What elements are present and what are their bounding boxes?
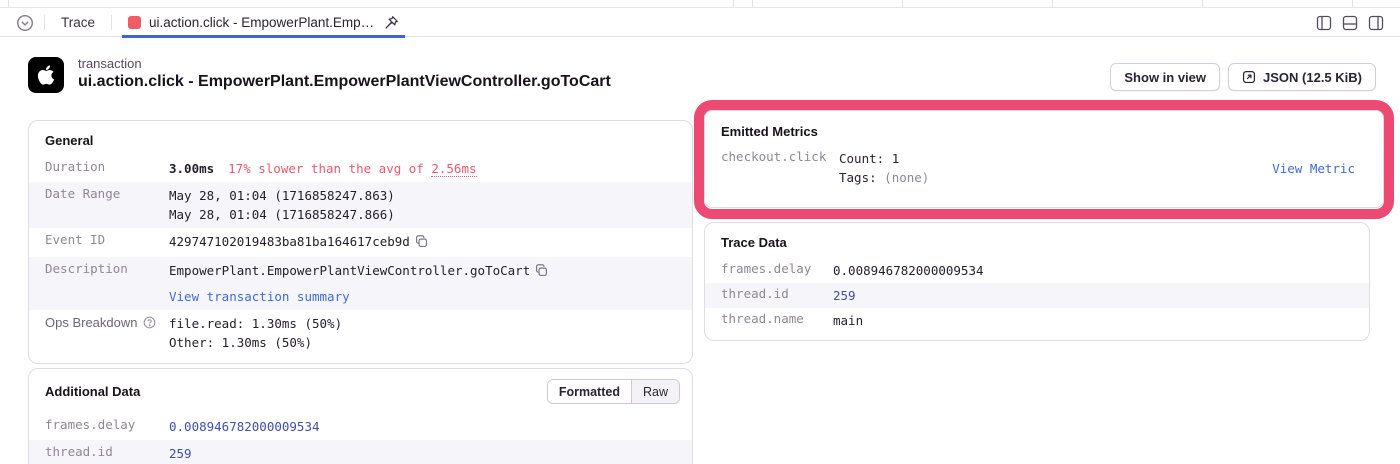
thread-id-row: thread.id 259 xyxy=(705,283,1369,308)
json-download-button[interactable]: JSON (12.5 KiB) xyxy=(1228,63,1376,91)
pin-icon[interactable] xyxy=(384,15,399,30)
metric-name: checkout.click xyxy=(721,149,827,164)
tab-transaction[interactable]: ui.action.click - EmpowerPlant.Emp… xyxy=(122,10,406,38)
dock-bottom-button[interactable] xyxy=(1342,15,1358,31)
date-range-end: May 28, 01:04 (1716858247.866) xyxy=(169,207,395,222)
ops-breakdown-row: Ops Breakdown file.read: 1.30ms (50%) Ot… xyxy=(29,310,692,356)
thread-id-row: thread.id 259 xyxy=(29,440,692,464)
formatted-toggle-button[interactable]: Formatted xyxy=(547,380,632,403)
divider xyxy=(44,15,45,30)
thread-name-row: thread.name main xyxy=(705,308,1369,333)
trace-data-title: Trace Data xyxy=(721,235,787,250)
transaction-color-swatch xyxy=(128,15,142,29)
page-title: ui.action.click - EmpowerPlant.EmpowerPl… xyxy=(78,73,611,90)
dock-right-button[interactable] xyxy=(1368,15,1384,31)
column-divider xyxy=(902,0,903,8)
json-button-label: JSON (12.5 KiB) xyxy=(1263,69,1362,85)
drawer-tab-bar: Trace ui.action.click - EmpowerPlant.Emp… xyxy=(0,9,1400,38)
description-value: EmpowerPlant.EmpowerPlantViewController.… xyxy=(169,261,676,306)
tab-trace[interactable]: Trace xyxy=(55,9,101,37)
metric-row: checkout.click Count: 1 Tags: (none) Vie… xyxy=(721,149,1367,187)
panel-left-icon xyxy=(1316,15,1332,30)
collapse-drawer-button[interactable] xyxy=(16,14,34,32)
frames-delay-row: frames.delay 0.008946782000009534 xyxy=(705,258,1369,283)
column-divider xyxy=(1352,0,1353,8)
tab-transaction-label: ui.action.click - EmpowerPlant.Emp… xyxy=(149,14,375,30)
emitted-metrics-title: Emitted Metrics xyxy=(721,124,818,139)
view-metric-link[interactable]: View Metric xyxy=(1272,160,1355,176)
additional-data-panel: Additional Data Formatted Raw frames.del… xyxy=(28,368,693,464)
transaction-header: transaction ui.action.click - EmpowerPla… xyxy=(0,48,1400,106)
duration-value: 3.00ms 17% slower than the avg of 2.56ms xyxy=(169,159,676,178)
duration-ms: 3.00ms xyxy=(169,161,215,176)
external-link-icon xyxy=(1242,70,1256,84)
event-id-value: 429747102019483ba81ba164617ceb9d xyxy=(169,232,676,253)
frames-delay-value: 0.008946782000009534 xyxy=(169,419,320,434)
ops-breakdown-value: file.read: 1.30ms (50%) Other: 1.30ms (5… xyxy=(169,314,676,352)
help-icon[interactable] xyxy=(143,316,156,329)
general-panel: General Duration 3.00ms 17% slower than t… xyxy=(28,120,693,364)
event-id-row: Event ID 429747102019483ba81ba164617ceb9… xyxy=(29,228,692,257)
date-range-key: Date Range xyxy=(45,186,121,201)
emitted-metrics-panel: Emitted Metrics checkout.click Count: 1 … xyxy=(704,110,1384,208)
column-divider xyxy=(1052,0,1053,8)
frames-delay-key: frames.delay xyxy=(721,261,812,276)
date-range-value: May 28, 01:04 (1716858247.863) May 28, 0… xyxy=(169,186,676,224)
chevron-down-circle-icon xyxy=(16,14,34,31)
column-divider xyxy=(733,0,734,8)
tags-value: (none) xyxy=(884,170,930,185)
avg-duration-value[interactable]: 2.56ms xyxy=(431,161,477,177)
frames-delay-row: frames.delay 0.008946782000009534 xyxy=(29,413,692,440)
ops-other: Other: 1.30ms (50%) xyxy=(169,335,312,350)
ops-breakdown-key: Ops Breakdown xyxy=(45,314,169,352)
view-transaction-summary-link[interactable]: View transaction summary xyxy=(169,289,350,304)
raw-toggle-button[interactable]: Raw xyxy=(631,380,679,403)
format-toggle: Formatted Raw xyxy=(546,379,680,404)
copy-icon[interactable] xyxy=(415,234,428,253)
frames-delay-key: frames.delay xyxy=(45,417,136,432)
metric-details: Count: 1 Tags: (none) xyxy=(839,149,929,187)
description-key: Description xyxy=(45,261,128,276)
ops-file-read: file.read: 1.30ms (50%) xyxy=(169,316,343,331)
duration-comparison: 17% slower than the avg of 2.56ms xyxy=(228,161,477,177)
duration-key: Duration xyxy=(45,159,106,174)
tab-trace-label: Trace xyxy=(61,15,96,30)
count-label: Count: xyxy=(839,151,885,166)
thread-name-value: main xyxy=(833,313,864,328)
thread-id-key: thread.id xyxy=(45,444,113,459)
apple-icon xyxy=(28,57,64,93)
date-range-start: May 28, 01:04 (1716858247.863) xyxy=(169,188,395,203)
show-in-view-label: Show in view xyxy=(1124,69,1207,85)
general-panel-title: General xyxy=(45,133,94,148)
thread-name-key: thread.name xyxy=(721,311,804,326)
divider xyxy=(111,15,113,30)
thread-id-value: 259 xyxy=(169,446,192,461)
column-divider xyxy=(752,0,753,8)
event-type-label: transaction xyxy=(78,56,142,71)
copy-icon[interactable] xyxy=(535,263,548,282)
duration-row: Duration 3.00ms 17% slower than the avg o… xyxy=(29,155,692,182)
date-range-row: Date Range May 28, 01:04 (1716858247.863… xyxy=(29,182,692,228)
description-row: Description EmpowerPlant.EmpowerPlantVie… xyxy=(29,257,692,310)
trace-data-panel: Trace Data frames.delay 0.00894678200000… xyxy=(704,222,1370,341)
event-id-key: Event ID xyxy=(45,232,106,247)
thread-id-value: 259 xyxy=(833,288,856,303)
dock-left-button[interactable] xyxy=(1316,15,1332,31)
thread-id-key: thread.id xyxy=(721,286,789,301)
panel-bottom-icon xyxy=(1342,15,1358,30)
drawer-layout-controls xyxy=(1316,15,1384,31)
frames-delay-value: 0.008946782000009534 xyxy=(833,263,984,278)
panel-right-icon xyxy=(1368,15,1384,30)
count-value: 1 xyxy=(891,151,900,166)
tags-label: Tags: xyxy=(839,170,877,185)
trace-columns-strip xyxy=(0,0,1400,8)
additional-data-title: Additional Data xyxy=(45,384,141,399)
show-in-view-button[interactable]: Show in view xyxy=(1110,63,1221,91)
column-divider xyxy=(8,0,9,8)
column-divider xyxy=(1202,0,1203,8)
